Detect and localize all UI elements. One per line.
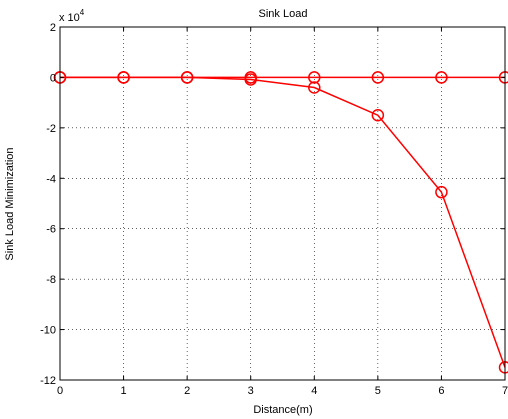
y-tick-label: -12	[40, 375, 56, 387]
y-multiplier-exponent: 4	[80, 8, 85, 17]
series-1-marker	[371, 109, 385, 122]
y-tick-label: 2	[50, 22, 56, 34]
series-1-marker	[435, 185, 448, 199]
plot-area	[60, 27, 505, 380]
y-tick-label: -6	[46, 224, 56, 236]
series-2-marker	[117, 71, 130, 84]
y-axis-label: Sink Load Minimization	[4, 147, 16, 260]
plot-background	[60, 27, 505, 380]
y-tick-label: -8	[46, 274, 56, 286]
y-tick-label: -2	[46, 123, 56, 135]
chart-title: Sink Load	[259, 8, 308, 20]
x-tick-label: 3	[248, 385, 254, 397]
tick-labels: 0 1 2 3 4 5 6 7 2 0 -2 -4 -6 -8 -10 -12	[40, 22, 508, 397]
x-tick-label: 4	[311, 385, 317, 397]
series-2-marker	[371, 71, 385, 84]
y-tick-label: -4	[46, 173, 56, 185]
x-tick-label: 6	[438, 385, 444, 397]
y-multiplier: x 104	[59, 8, 85, 24]
series-1-marker	[308, 81, 321, 94]
x-tick-label: 5	[375, 385, 381, 397]
y-multiplier-base: x 10	[59, 12, 80, 24]
y-tick-label: 0	[50, 72, 56, 84]
y-tick-label: -10	[40, 325, 56, 337]
series-2-marker	[435, 71, 448, 84]
axes	[59, 26, 506, 381]
series-2-marker	[180, 71, 194, 84]
x-tick-label: 2	[184, 385, 190, 397]
x-tick-label: 1	[121, 385, 127, 397]
series-2-marker	[308, 71, 321, 84]
series-layer	[53, 71, 508, 374]
series-2-marker	[244, 71, 257, 84]
x-tick-label: 0	[57, 385, 63, 397]
x-tick-label: 7	[502, 385, 508, 397]
x-axis-label: Distance(m)	[253, 404, 312, 416]
axes-box	[59, 26, 506, 381]
